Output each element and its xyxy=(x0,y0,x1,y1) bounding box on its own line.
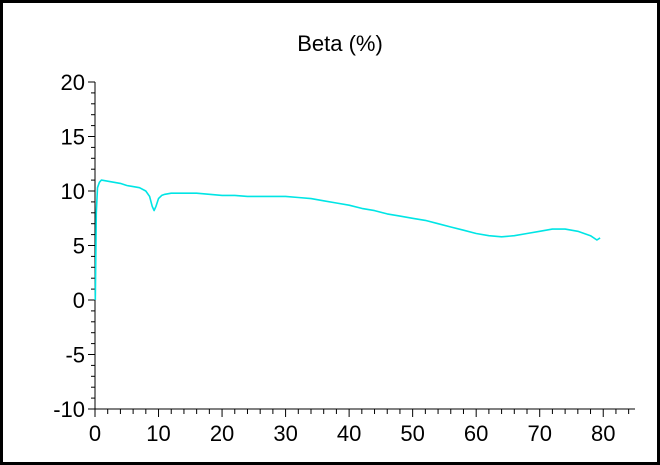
x-tick-label: 80 xyxy=(591,421,615,446)
x-tick-label: 70 xyxy=(527,421,551,446)
x-tick-label: 40 xyxy=(337,421,361,446)
x-tick-label: 50 xyxy=(400,421,424,446)
x-tick-label: 20 xyxy=(210,421,234,446)
series-line xyxy=(94,179,601,301)
y-tick-labels: 20 15 10 5 0 -5 -10 xyxy=(53,70,85,422)
y-tick-label: 15 xyxy=(61,125,85,150)
x-tick-label: 60 xyxy=(464,421,488,446)
x-tick-labels: 0 10 20 30 40 50 60 70 80 xyxy=(89,421,616,446)
y-tick-label: 20 xyxy=(61,70,85,95)
axes xyxy=(88,81,635,417)
x-tick-label: 30 xyxy=(273,421,297,446)
series-layer xyxy=(94,179,601,301)
y-tick-label: -10 xyxy=(53,397,85,422)
y-tick-label: 10 xyxy=(61,179,85,204)
x-tick-label: 10 xyxy=(146,421,170,446)
y-tick-label: -5 xyxy=(65,343,85,368)
chart-title: Beta (%) xyxy=(297,31,383,56)
y-tick-label: 5 xyxy=(73,234,85,259)
x-tick-label: 0 xyxy=(89,421,101,446)
y-tick-label: 0 xyxy=(73,288,85,313)
